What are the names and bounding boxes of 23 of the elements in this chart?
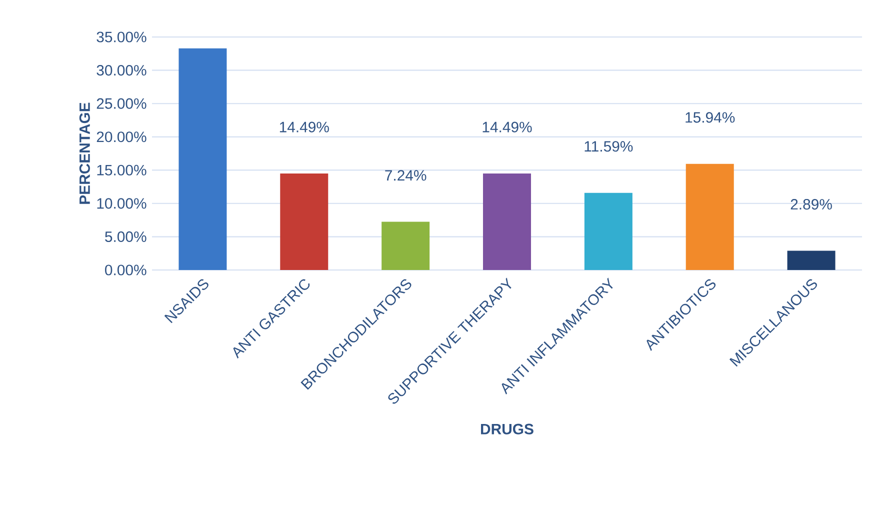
data-label: 2.89%: [790, 198, 832, 210]
y-tick-label: 20.00%: [96, 132, 146, 142]
data-label: 11.59%: [584, 141, 633, 152]
bar: [178, 48, 227, 270]
data-label: 14.49%: [482, 122, 532, 132]
y-tick-label: 25.00%: [96, 98, 146, 109]
y-tick-label: 0.00%: [105, 264, 146, 276]
bar: [483, 174, 532, 270]
bar: [280, 174, 328, 270]
data-label: 7.24%: [385, 170, 426, 181]
bar: [584, 192, 632, 270]
y-tick-label: 35.00%: [96, 32, 146, 42]
data-label: 14.49%: [280, 122, 329, 132]
bar: [382, 222, 430, 270]
y-tick-label: 30.00%: [96, 64, 146, 76]
y-axis-title: PERCENTAGE: [79, 102, 90, 204]
bar: [686, 164, 734, 270]
x-axis-title: DRUGS: [481, 424, 534, 434]
y-tick-label: 15.00%: [97, 164, 146, 176]
bar: [787, 250, 836, 270]
data-label: 15.94%: [686, 112, 735, 123]
y-tick-label: 5.00%: [105, 231, 146, 242]
y-tick-label: 10.00%: [97, 198, 146, 209]
